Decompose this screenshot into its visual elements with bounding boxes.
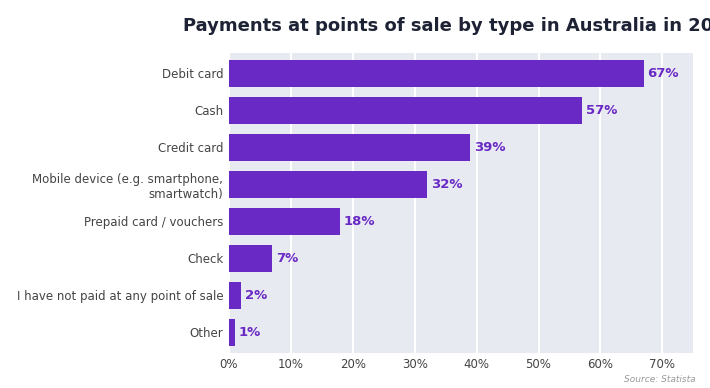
Text: 67%: 67% <box>648 67 679 80</box>
Bar <box>229 282 241 309</box>
Text: Source: Statista: Source: Statista <box>624 375 696 384</box>
Bar <box>229 171 427 197</box>
Bar <box>229 208 340 235</box>
Text: 32%: 32% <box>431 178 462 191</box>
Text: 57%: 57% <box>586 104 617 117</box>
Title: Payments at points of sale by type in Australia in 2022: Payments at points of sale by type in Au… <box>183 17 710 35</box>
Bar <box>229 97 582 124</box>
Bar <box>229 134 471 161</box>
Bar <box>229 319 235 346</box>
Bar <box>229 245 272 272</box>
Text: 7%: 7% <box>276 252 298 265</box>
Bar <box>229 60 644 87</box>
Text: 1%: 1% <box>239 326 261 339</box>
Text: 2%: 2% <box>245 289 267 302</box>
Text: 39%: 39% <box>474 141 506 154</box>
Text: 18%: 18% <box>344 215 376 228</box>
